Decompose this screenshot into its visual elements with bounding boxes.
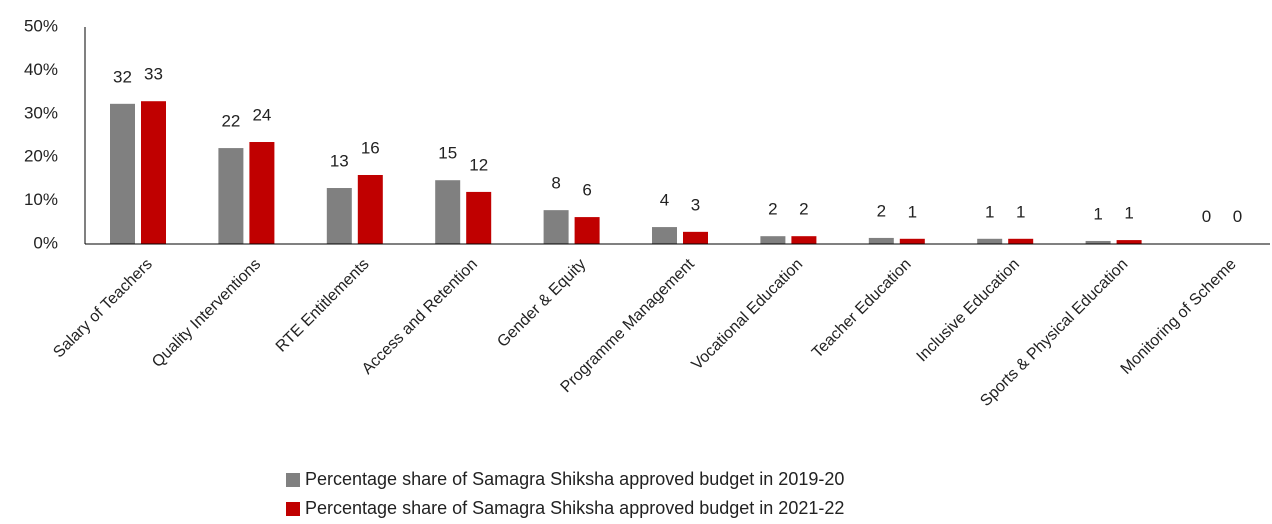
y-tick-label: 40%: [24, 60, 58, 79]
bar: [218, 148, 244, 244]
data-label: 32: [113, 67, 132, 86]
y-tick-label: 0%: [33, 233, 58, 252]
data-label: 0: [1233, 207, 1242, 226]
bar: [466, 191, 492, 244]
data-label: 8: [551, 174, 560, 193]
x-tick-label: RTE Entitlements: [273, 256, 373, 356]
data-label: 1: [908, 202, 917, 221]
x-tick-label: Vocational Education: [689, 256, 807, 374]
bar: [141, 101, 166, 245]
data-label: 1: [985, 202, 994, 221]
data-label: 15: [438, 144, 457, 163]
data-label: 12: [469, 155, 488, 174]
legend-swatch: [286, 502, 300, 516]
data-label: 4: [660, 191, 669, 210]
data-label: 33: [144, 65, 163, 84]
data-label: 16: [361, 138, 380, 157]
x-tick-label: Access and Retention: [359, 256, 481, 378]
x-tick-label: Inclusive Education: [914, 256, 1024, 366]
data-label: 6: [582, 181, 591, 200]
bar: [899, 238, 925, 244]
bar: [543, 210, 569, 244]
data-label: 3: [691, 195, 700, 214]
bar: [791, 236, 817, 244]
data-label: 24: [252, 105, 271, 124]
bar: [977, 238, 1003, 244]
bar: [1116, 240, 1142, 244]
bar: [574, 217, 600, 244]
y-tick-label: 10%: [24, 190, 58, 209]
legend-swatch: [286, 473, 300, 487]
x-tick-label: Quality Interventions: [149, 256, 264, 371]
bar: [652, 227, 677, 244]
x-tick-label: Salary of Teachers: [50, 256, 156, 362]
data-label: 0: [1202, 207, 1211, 226]
bar: [249, 142, 275, 244]
bar: [868, 237, 894, 244]
legend-label: Percentage share of Samagra Shiksha appr…: [305, 498, 844, 518]
bar: [110, 103, 135, 245]
x-tick-label: Gender & Equity: [494, 256, 589, 351]
bar: [1008, 238, 1034, 244]
data-label: 1: [1016, 202, 1025, 221]
bar: [683, 231, 708, 244]
data-label: 1: [1124, 204, 1133, 223]
data-label: 13: [330, 151, 349, 170]
bar: [326, 188, 352, 244]
data-label: 22: [221, 112, 240, 131]
data-label: 2: [768, 200, 777, 219]
data-label: 2: [877, 201, 886, 220]
data-label: 1: [1093, 204, 1102, 223]
legend-label: Percentage share of Samagra Shiksha appr…: [305, 469, 844, 489]
bar: [760, 236, 786, 244]
x-tick-label: Monitoring of Scheme: [1118, 256, 1240, 378]
bar: [435, 180, 461, 244]
bar: [1085, 240, 1111, 244]
y-tick-label: 20%: [24, 147, 58, 166]
y-tick-label: 50%: [24, 16, 58, 35]
x-tick-label: Teacher Education: [809, 256, 915, 362]
data-label: 2: [799, 200, 808, 219]
bar: [357, 174, 383, 244]
y-tick-label: 30%: [24, 103, 58, 122]
